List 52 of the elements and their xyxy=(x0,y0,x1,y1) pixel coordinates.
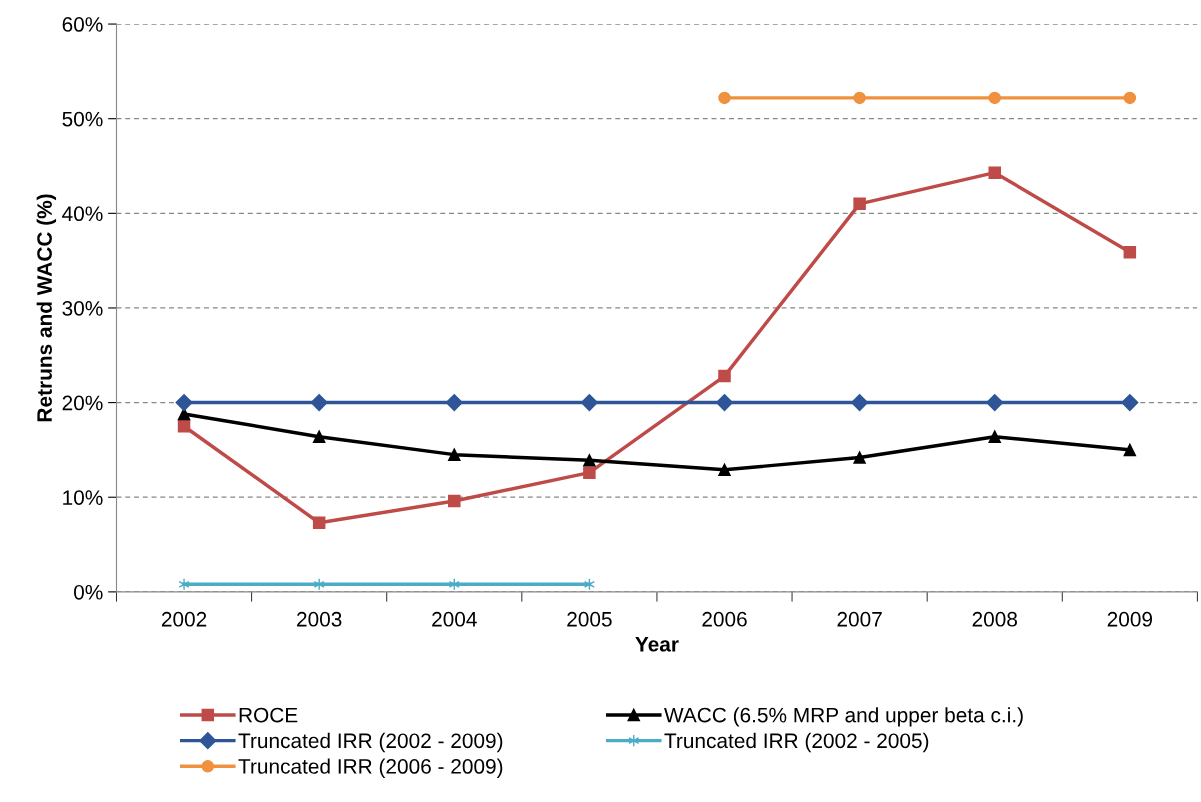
y-tick-label: 20% xyxy=(62,395,103,411)
point xyxy=(313,578,325,591)
point xyxy=(175,394,193,412)
point xyxy=(986,394,1004,412)
y-tick-label: 40% xyxy=(62,206,103,222)
y-tick-label: 0% xyxy=(74,584,103,600)
point xyxy=(853,91,866,105)
point xyxy=(988,166,1001,179)
x-tick-label: 2003 xyxy=(297,611,342,627)
point xyxy=(310,394,328,412)
point xyxy=(448,448,461,461)
point xyxy=(1123,443,1137,457)
y-tick-label: 30% xyxy=(62,300,103,316)
point xyxy=(177,407,191,421)
legend-label: Truncated IRR (2002 - 2005) xyxy=(664,732,929,753)
y-tick-label: 60% xyxy=(62,17,103,32)
point xyxy=(580,394,598,412)
point xyxy=(988,91,1001,105)
y-tick-label: 50% xyxy=(62,111,103,127)
point xyxy=(988,430,1001,443)
point xyxy=(1123,91,1137,105)
y-axis-title: Retruns and WACC (%) xyxy=(36,194,57,422)
point xyxy=(178,578,190,591)
x-tick-label: 2005 xyxy=(567,611,612,627)
legend-label: ROCE xyxy=(239,707,298,723)
point xyxy=(718,463,731,477)
point xyxy=(1123,245,1137,259)
legend-label: Truncated IRR (2006 - 2009) xyxy=(238,758,503,778)
point xyxy=(312,430,326,443)
x-axis-title: Year xyxy=(635,637,679,652)
x-tick-label: 2008 xyxy=(972,611,1017,627)
point xyxy=(583,466,596,479)
point xyxy=(718,369,731,383)
y-tick-label: 10% xyxy=(63,490,103,505)
point xyxy=(312,516,326,530)
point xyxy=(853,451,866,464)
x-tick-label: 2009 xyxy=(1107,611,1153,627)
point xyxy=(177,420,191,433)
point xyxy=(1121,394,1139,412)
point xyxy=(445,394,463,412)
point xyxy=(851,394,869,412)
point xyxy=(853,197,866,211)
point xyxy=(583,454,596,467)
legend-label: WACC (6.5% MRP and upper beta c.i.) xyxy=(664,707,1023,727)
point xyxy=(448,494,461,508)
x-tick-label: 2006 xyxy=(702,611,747,627)
x-tick-label: 2004 xyxy=(432,611,477,627)
legend-label: Truncated IRR (2002 - 2009) xyxy=(238,732,503,753)
point xyxy=(718,91,731,105)
x-tick-label: 2002 xyxy=(161,611,207,627)
x-tick-label: 2007 xyxy=(837,611,882,627)
point xyxy=(715,394,734,412)
